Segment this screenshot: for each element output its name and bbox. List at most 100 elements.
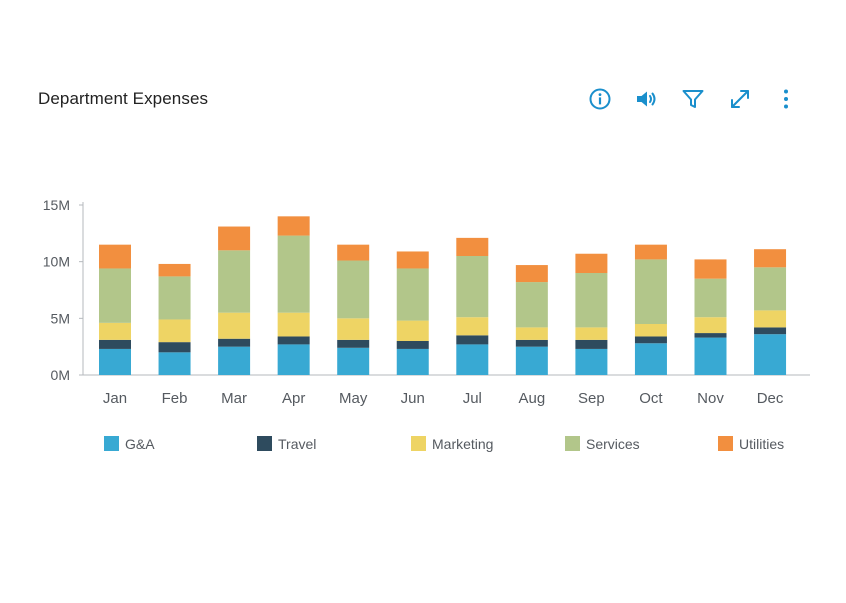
bar-segment-marketing-jul[interactable] [456,317,489,336]
bar-segment-services-nov[interactable] [694,278,727,318]
bar-segment-ga-jul[interactable] [456,344,489,375]
legend-item-ga[interactable]: G&A [104,436,155,452]
info-button[interactable] [585,84,615,114]
bar-segment-travel-mar[interactable] [218,338,251,347]
legend-item-marketing[interactable]: Marketing [411,436,493,452]
bar-segment-ga-may[interactable] [337,347,370,375]
bar-segment-marketing-oct[interactable] [634,324,667,337]
y-tick-label: 15M [43,197,70,213]
legend-label: G&A [125,436,155,452]
bar-segment-travel-aug[interactable] [515,339,548,347]
bar-segment-ga-oct[interactable] [634,343,667,375]
bar-segment-services-jan[interactable] [99,268,131,323]
legend-label: Travel [278,436,316,452]
x-tick-label: Oct [639,390,663,407]
bar-segment-ga-dec[interactable] [754,334,787,375]
legend-label: Marketing [432,436,493,452]
bar-segment-travel-sep[interactable] [575,339,608,349]
legend-item-services[interactable]: Services [565,436,640,452]
bar-segment-marketing-feb[interactable] [158,319,191,343]
legend-swatch [565,436,580,451]
x-tick-label: Feb [162,390,188,407]
bar-segment-services-may[interactable] [337,260,370,319]
bar-segment-marketing-mar[interactable] [218,312,251,339]
bar-segment-utilities-jun[interactable] [396,251,429,269]
bar-segment-services-oct[interactable] [634,259,667,324]
chart-bars [99,216,787,375]
x-tick-label: Jan [103,390,127,407]
bar-segment-services-sep[interactable] [575,273,608,328]
x-tick-label: Dec [757,390,784,407]
bar-segment-marketing-jun[interactable] [396,320,429,341]
bar-segment-utilities-jan[interactable] [99,244,131,269]
chart-toolbar [585,84,800,114]
info-icon [589,88,611,110]
expand-button[interactable] [725,84,755,114]
bar-segment-services-jul[interactable] [456,256,489,318]
bar-segment-services-aug[interactable] [515,282,548,328]
y-tick-label: 10M [43,254,70,270]
expand-icon [731,90,749,108]
bar-segment-travel-jul[interactable] [456,335,489,345]
legend-item-utilities[interactable]: Utilities [718,436,784,452]
bar-segment-services-apr[interactable] [277,235,310,313]
bar-segment-marketing-apr[interactable] [277,312,310,337]
bar-segment-travel-jun[interactable] [396,341,429,349]
x-tick-label: Mar [221,390,247,407]
bar-segment-ga-apr[interactable] [277,344,310,375]
bar-segment-utilities-oct[interactable] [634,244,667,260]
x-tick-label: Aug [518,390,545,407]
bar-segment-ga-aug[interactable] [515,346,548,375]
bar-segment-marketing-jan[interactable] [99,322,131,340]
bar-segment-travel-may[interactable] [337,339,370,348]
filter-button[interactable] [678,84,708,114]
bar-segment-ga-nov[interactable] [694,337,727,375]
bar-segment-services-feb[interactable] [158,276,191,320]
bar-segment-marketing-aug[interactable] [515,327,548,340]
bar-segment-ga-jan[interactable] [99,348,131,375]
bar-segment-utilities-mar[interactable] [218,226,251,251]
legend-label: Services [586,436,640,452]
bar-segment-marketing-nov[interactable] [694,317,727,334]
bar-segment-travel-jan[interactable] [99,339,131,349]
bar-segment-utilities-dec[interactable] [754,249,787,268]
bar-segment-utilities-feb[interactable] [158,263,191,277]
legend-item-travel[interactable]: Travel [257,436,316,452]
filter-icon [682,90,704,108]
bar-segment-marketing-sep[interactable] [575,327,608,340]
bar-segment-travel-dec[interactable] [754,327,787,335]
bar-segment-services-mar[interactable] [218,250,251,313]
bar-segment-utilities-aug[interactable] [515,265,548,283]
legend-label: Utilities [739,436,784,452]
bar-segment-travel-feb[interactable] [158,342,191,353]
more-options-button[interactable] [771,84,801,114]
bar-segment-utilities-nov[interactable] [694,259,727,279]
bar-segment-services-dec[interactable] [754,267,787,311]
sound-button[interactable] [632,84,662,114]
legend-swatch [104,436,119,451]
legend-swatch [257,436,272,451]
bar-segment-ga-feb[interactable] [158,352,191,375]
bar-segment-travel-nov[interactable] [694,333,727,338]
legend-swatch [411,436,426,451]
bar-segment-services-jun[interactable] [396,268,429,321]
bar-segment-utilities-may[interactable] [337,244,370,261]
x-tick-label: Apr [282,390,305,407]
bar-segment-utilities-apr[interactable] [277,216,310,236]
bar-segment-marketing-may[interactable] [337,318,370,340]
y-tick-label: 5M [51,310,70,326]
volume-icon [637,91,656,107]
bar-segment-marketing-dec[interactable] [754,310,787,328]
bar-segment-ga-jun[interactable] [396,348,429,375]
bar-segment-travel-apr[interactable] [277,336,310,345]
bar-segment-utilities-sep[interactable] [575,253,608,273]
bar-segment-ga-mar[interactable] [218,346,251,375]
x-tick-label: Jun [401,390,425,407]
bar-segment-travel-oct[interactable] [634,336,667,344]
chart-title: Department Expenses [38,89,209,108]
bar-segment-utilities-jul[interactable] [456,237,489,256]
y-tick-label: 0M [51,367,70,383]
bar-segment-ga-sep[interactable] [575,348,608,375]
